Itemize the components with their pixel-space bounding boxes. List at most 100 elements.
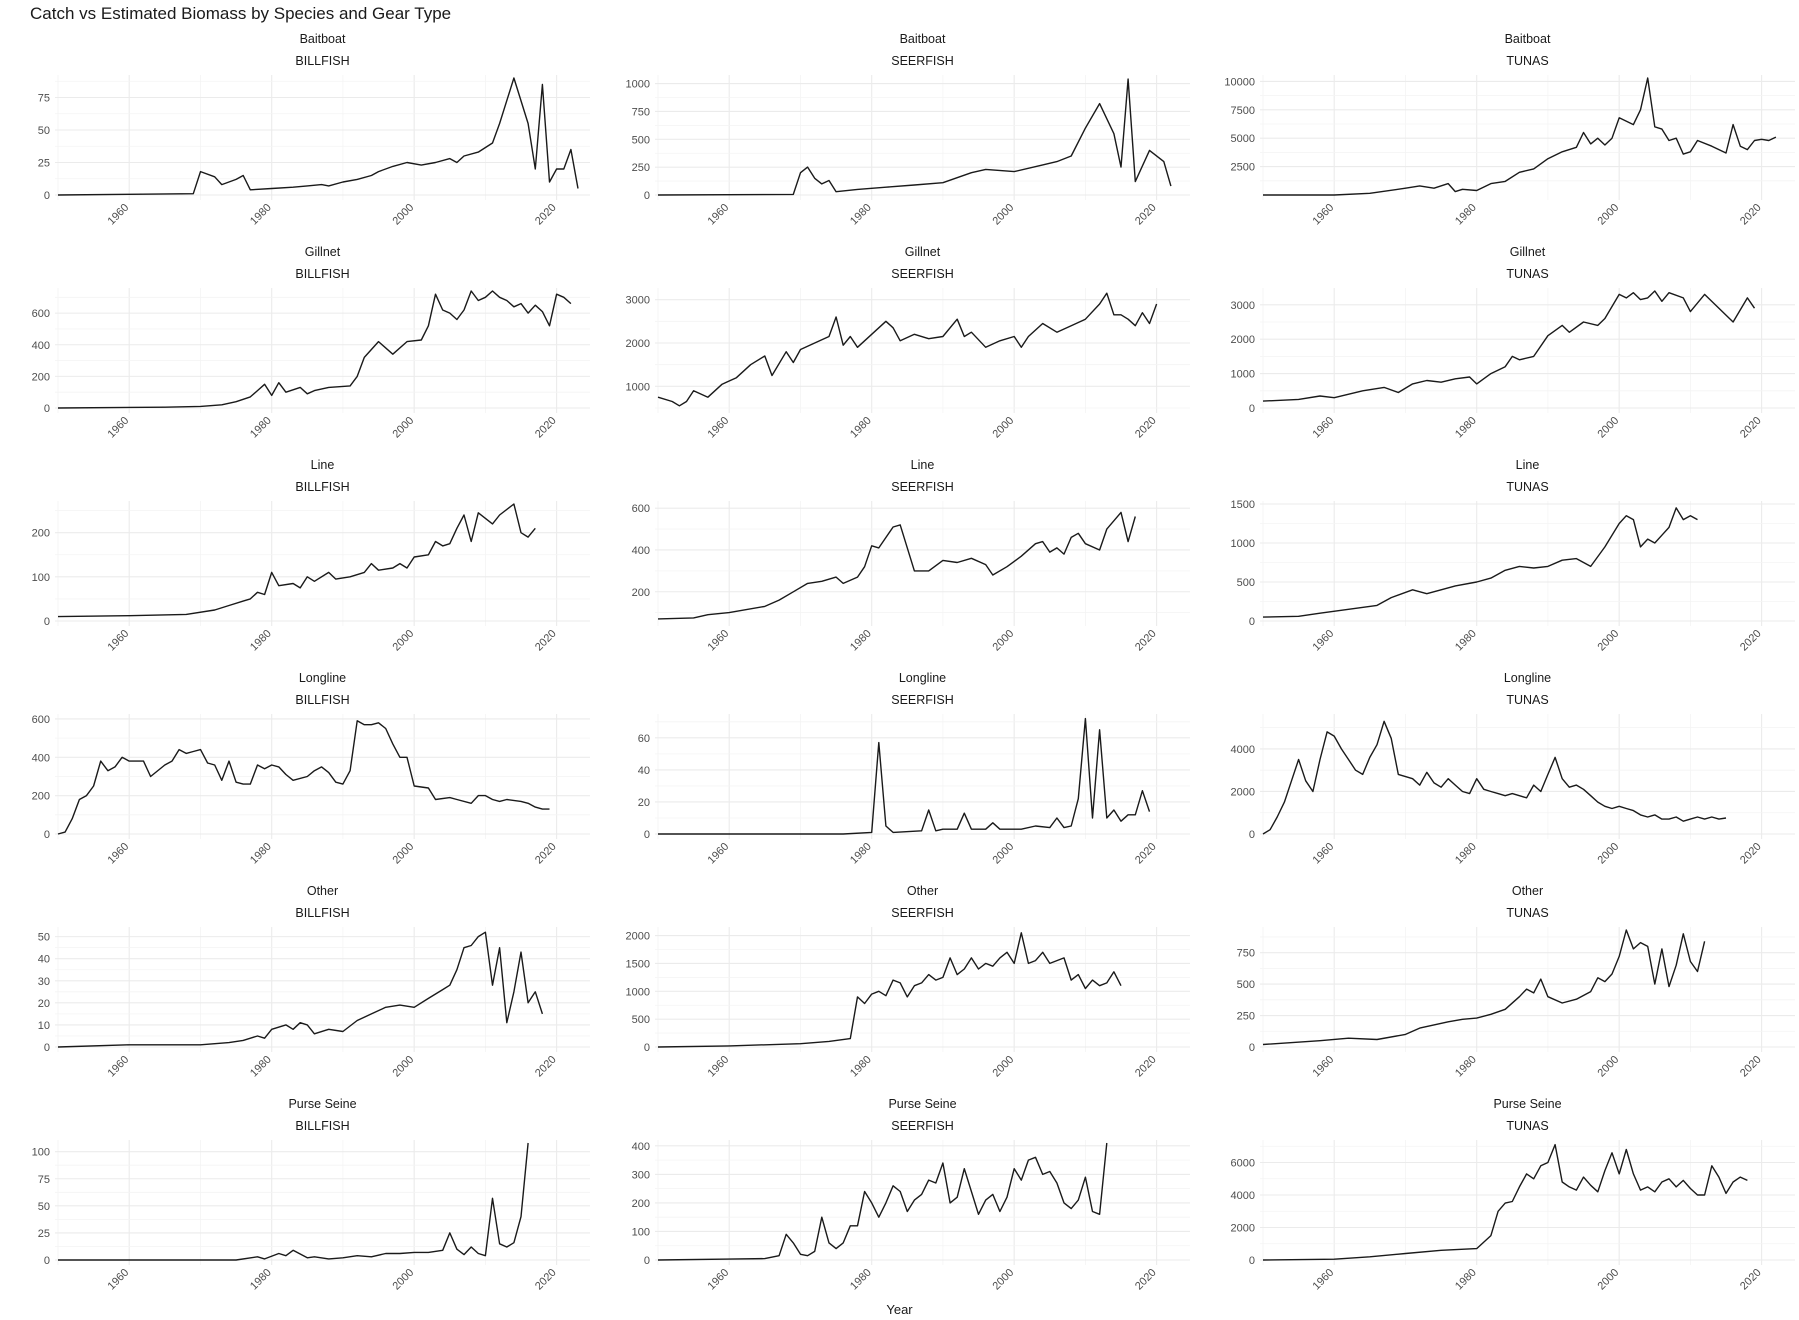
facet-gear-label: Longline	[1503, 671, 1552, 685]
y-tick-label: 1000	[1231, 538, 1255, 550]
y-tick-label: 0	[44, 829, 50, 841]
y-tick-label: 25	[38, 1228, 50, 1240]
x-tick-label: 2000	[990, 841, 1016, 867]
x-tick-label: 1980	[1453, 1054, 1479, 1080]
facet-plot: 0 250 500 750 1960 1980 2000 2020	[1237, 927, 1795, 1080]
x-tick-label: 2000	[990, 1267, 1016, 1293]
facet-plot: 0 20 40 60 1960 1980 2000 2020	[638, 714, 1190, 867]
series-line	[1262, 290, 1756, 402]
y-tick-label: 200	[632, 587, 650, 599]
facet-panel: Baitboat SEERFISH 0 250 500 750 1000 1960 1980 20…	[600, 30, 1200, 243]
facet-species-label: SEERFISH	[891, 906, 954, 920]
y-tick-label: 50	[38, 932, 50, 944]
y-tick-label: 10000	[1224, 76, 1255, 88]
facet-gear-label: Baitboat	[899, 32, 946, 46]
y-tick-label: 3000	[626, 295, 650, 307]
facet-gear-label: Baitboat	[1504, 32, 1551, 46]
facet-species-label: TUNAS	[1506, 1119, 1549, 1133]
x-tick-label: 2000	[1595, 1267, 1621, 1293]
y-tick-label: 2000	[1231, 786, 1255, 798]
y-tick-label: 300	[632, 1169, 650, 1181]
y-tick-label: 750	[632, 106, 650, 118]
x-tick-label: 1960	[706, 202, 732, 228]
x-tick-label: 2000	[390, 415, 416, 441]
series-line	[57, 503, 536, 618]
y-tick-label: 1500	[626, 958, 650, 970]
facet-species-label: SEERFISH	[891, 693, 954, 707]
y-tick-label: 10	[38, 1020, 50, 1032]
facet-gear-label: Other	[306, 884, 339, 898]
y-tick-label: 500	[1237, 979, 1255, 991]
x-tick-label: 1960	[1311, 1267, 1337, 1293]
series-line	[57, 77, 579, 196]
chart-title: Catch vs Estimated Biomass by Species an…	[30, 4, 452, 23]
x-tick-label: 1980	[1453, 202, 1479, 228]
facet-panel: Line TUNAS 0 500 1000 1500 1960 1980 2000 2020	[1205, 456, 1799, 669]
y-tick-label: 50	[38, 125, 50, 137]
y-tick-label: 200	[32, 791, 50, 803]
y-tick-label: 1000	[626, 381, 650, 393]
x-tick-label: 2020	[1738, 1267, 1764, 1293]
facet-gear-label: Other	[1511, 884, 1544, 898]
x-tick-label: 2020	[1133, 415, 1159, 441]
y-tick-label: 0	[1249, 1042, 1255, 1054]
x-tick-label: 1960	[1311, 202, 1337, 228]
y-tick-label: 400	[632, 545, 650, 557]
x-tick-label: 1960	[706, 415, 732, 441]
facet-species-label: SEERFISH	[891, 267, 954, 281]
x-tick-label: 1980	[248, 841, 274, 867]
y-tick-label: 20	[638, 797, 650, 809]
facet-species-label: BILLFISH	[295, 693, 350, 707]
facet-species-label: TUNAS	[1506, 906, 1549, 920]
facet-species-label: SEERFISH	[891, 1119, 954, 1133]
y-tick-label: 0	[1249, 403, 1255, 415]
facet-panel: Other TUNAS 0 250 500 750 1960 1980 2000 2020	[1205, 882, 1799, 1095]
facet-gear-label: Gillnet	[304, 245, 341, 259]
y-tick-label: 4000	[1231, 744, 1255, 756]
facet-species-label: BILLFISH	[295, 1119, 350, 1133]
x-tick-label: 1960	[106, 1054, 132, 1080]
x-tick-label: 1980	[248, 628, 274, 654]
series-line	[658, 717, 1151, 835]
y-tick-label: 600	[632, 503, 650, 515]
y-tick-label: 400	[632, 1141, 650, 1153]
facet-plot: 2500 5000 7500 10000 1960 1980 2000 2020	[1224, 75, 1795, 228]
x-tick-label: 1980	[1453, 841, 1479, 867]
x-tick-label: 2020	[533, 841, 559, 867]
facet-gear-label: Line	[1515, 458, 1540, 472]
y-tick-label: 200	[632, 1198, 650, 1210]
facet-species-label: TUNAS	[1506, 267, 1549, 281]
facet-species-label: TUNAS	[1506, 54, 1549, 68]
y-tick-label: 0	[644, 829, 650, 841]
facet-species-label: TUNAS	[1506, 480, 1549, 494]
x-tick-label: 2020	[1133, 628, 1159, 654]
series-line	[657, 932, 1122, 1048]
x-tick-label: 1980	[848, 628, 874, 654]
series-line	[1262, 507, 1698, 618]
facet-gear-label: Purse Seine	[288, 1097, 357, 1111]
facet-species-label: SEERFISH	[891, 480, 954, 494]
series-line	[57, 931, 544, 1048]
x-tick-label: 1980	[848, 841, 874, 867]
facet-gear-label: Other	[906, 884, 939, 898]
series-line	[657, 511, 1136, 620]
x-tick-label: 2020	[1738, 841, 1764, 867]
x-tick-label: 2020	[1738, 628, 1764, 654]
y-tick-label: 3000	[1231, 300, 1255, 312]
series-line	[58, 1142, 529, 1261]
x-tick-label: 2000	[390, 1267, 416, 1293]
y-tick-label: 40	[38, 954, 50, 966]
y-tick-label: 0	[44, 616, 50, 628]
facet-gear-label: Purse Seine	[888, 1097, 957, 1111]
x-tick-label: 2000	[390, 202, 416, 228]
facet-panel: Longline TUNAS 0 2000 4000 1960 1980 2000 2020	[1205, 669, 1799, 882]
y-tick-label: 100	[32, 1147, 50, 1159]
x-tick-label: 2000	[1595, 415, 1621, 441]
facet-gear-label: Gillnet	[1509, 245, 1546, 259]
y-tick-label: 0	[1249, 616, 1255, 628]
facet-gear-label: Gillnet	[904, 245, 941, 259]
y-tick-label: 20	[38, 998, 50, 1010]
y-tick-label: 6000	[1231, 1158, 1255, 1170]
x-tick-label: 1980	[1453, 1267, 1479, 1293]
series-line	[1263, 77, 1777, 196]
